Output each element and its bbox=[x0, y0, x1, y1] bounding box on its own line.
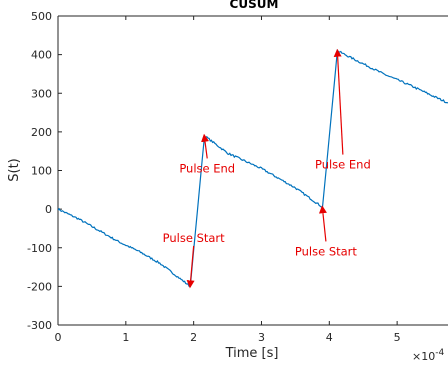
y-tick-label: 200 bbox=[31, 126, 52, 139]
y-tick-label: 400 bbox=[31, 49, 52, 62]
chart-title: CUSUM bbox=[230, 0, 279, 11]
annotation-arrow bbox=[201, 133, 209, 159]
x-tick-label: 1 bbox=[122, 331, 129, 344]
x-tick-label: 0 bbox=[55, 331, 62, 344]
annotation-layer: Pulse Start Pulse End Pulse Start Pulse End bbox=[163, 48, 371, 289]
y-tick-label: -300 bbox=[27, 319, 52, 332]
annotation-label: Pulse Start bbox=[163, 231, 226, 245]
y-tick-label: 300 bbox=[31, 87, 52, 100]
annotation-arrow bbox=[318, 205, 327, 242]
y-tick-label: 100 bbox=[31, 165, 52, 178]
annotation-label: Pulse End bbox=[179, 161, 235, 175]
annotation-arrow bbox=[333, 48, 344, 155]
x-tick-label: 5 bbox=[394, 331, 401, 344]
y-axis-label: S(t) bbox=[7, 158, 22, 182]
series-line bbox=[58, 48, 448, 288]
y-tick-label: 500 bbox=[31, 10, 52, 23]
annotation-label: Pulse End bbox=[315, 158, 371, 172]
x-tick-label: 4 bbox=[326, 331, 333, 344]
x-multiplier-exponent: -4 bbox=[435, 348, 444, 358]
y-tick-label: 0 bbox=[45, 203, 52, 216]
y-tick-label: -100 bbox=[27, 242, 52, 255]
x-tick-label: 2 bbox=[190, 331, 197, 344]
annotation-label: Pulse Start bbox=[295, 244, 358, 258]
series-layer bbox=[58, 48, 448, 288]
annotation-arrow bbox=[186, 245, 195, 289]
x-multiplier-base: ×10 bbox=[412, 350, 435, 363]
axes: -300 -200 -100 0 100 200 300 400 500 0 1 2 3 4 5 bbox=[27, 10, 448, 344]
x-multiplier-label: ×10-4 bbox=[412, 348, 444, 363]
x-axis-label: Time [s] bbox=[225, 346, 279, 361]
x-tick-label: 3 bbox=[258, 331, 265, 344]
y-tick-label: -200 bbox=[27, 280, 52, 293]
